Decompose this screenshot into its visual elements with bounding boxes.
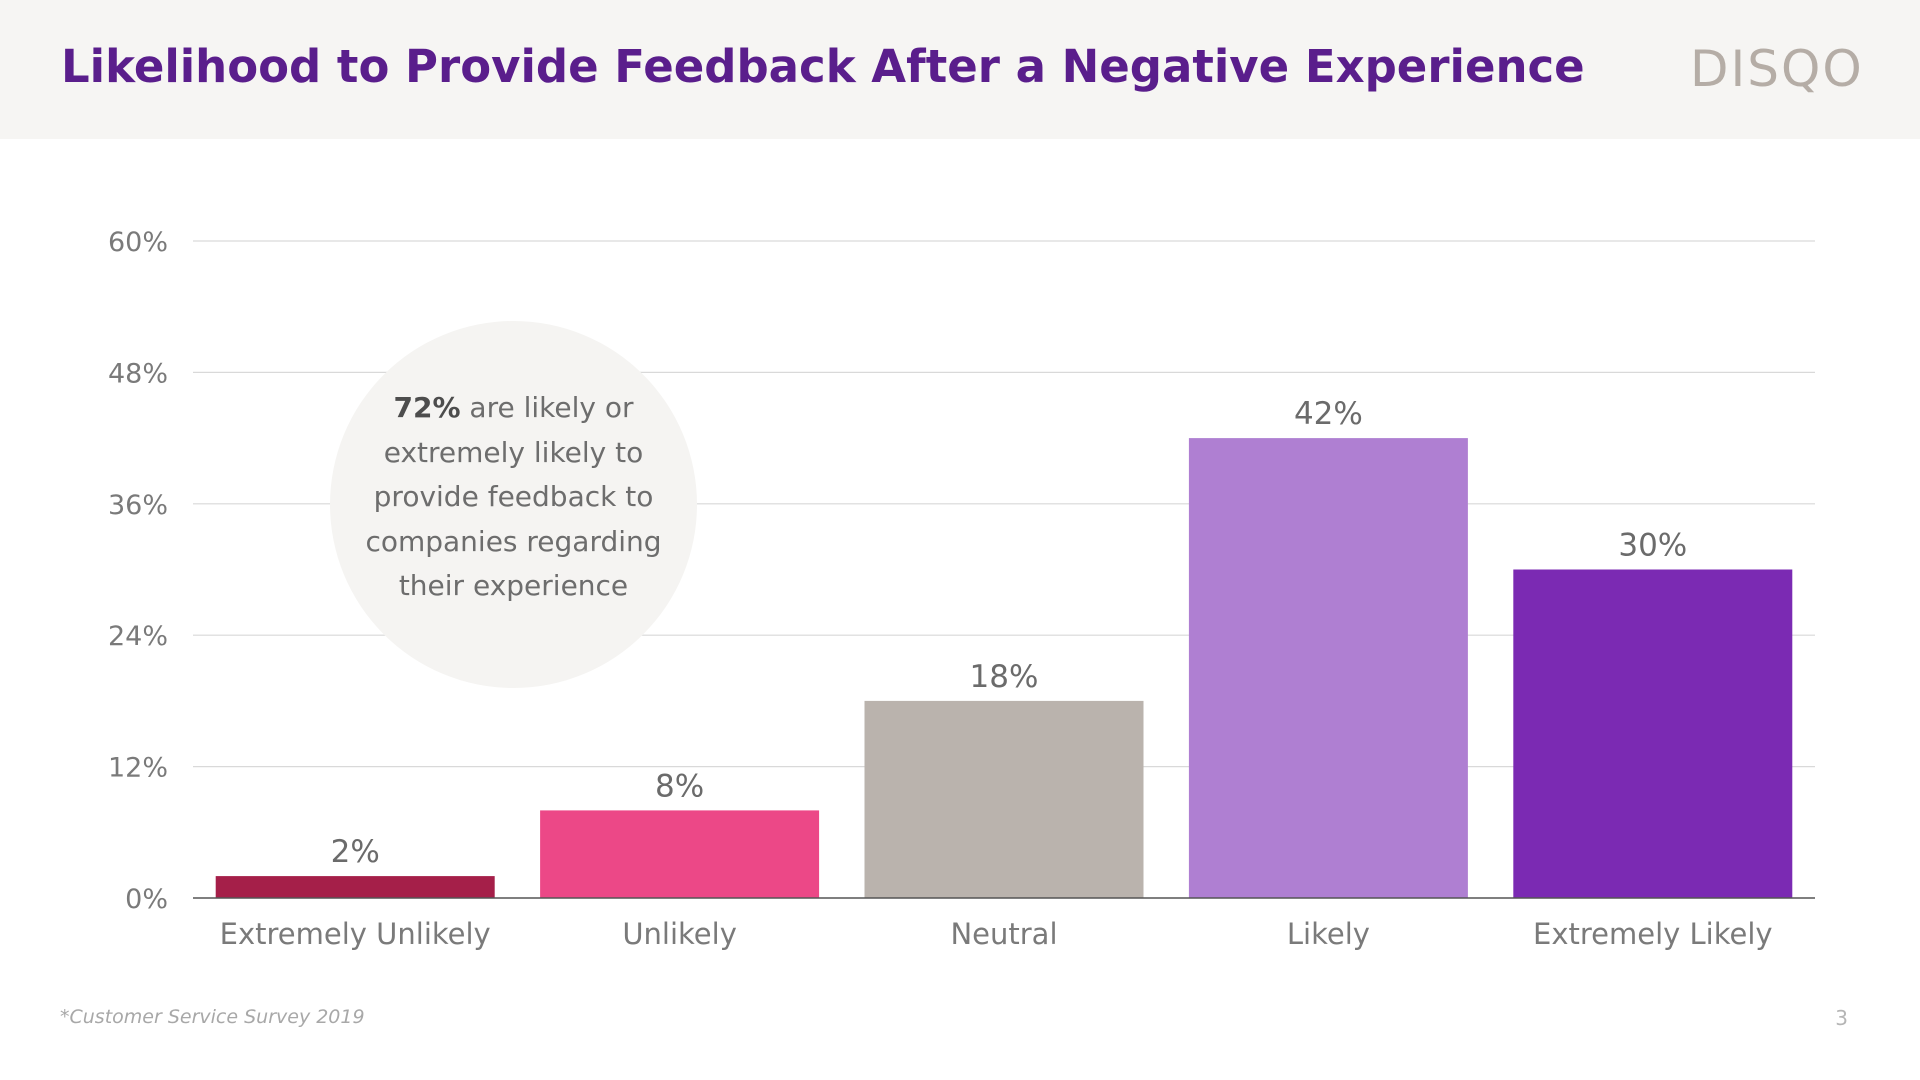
callout-circle [330,321,697,688]
callout-highlight: 72% [393,391,461,424]
disqo-logo: DISQO [1690,40,1864,98]
y-axis-ticks: 0% 12% 24% 36% 48% 60% [108,227,168,915]
x-tick-label: Extremely Unlikely [220,917,491,951]
page-number: 3 [1835,1006,1848,1030]
y-tick-label: 48% [108,358,168,389]
data-label: 30% [1618,528,1687,564]
bar-extremely-likely [1513,569,1793,898]
x-tick-label: Likely [1287,917,1370,951]
data-label: 8% [655,768,704,804]
callout-text: 72% are likely or extremely likely to pr… [340,386,687,609]
page-title: Likelihood to Provide Feedback After a N… [61,40,1585,93]
bar-neutral [864,700,1144,898]
y-tick-label: 0% [125,884,168,915]
data-labels: 2% 8% 18% 42% 30% [331,396,1688,870]
bar-unlikely [540,810,820,898]
bar-extremely-unlikely [215,876,495,898]
y-tick-label: 12% [108,753,168,784]
y-tick-label: 24% [108,621,168,652]
bar-likely [1188,438,1468,898]
bars [215,438,1793,898]
x-tick-label: Unlikely [622,917,737,951]
callout-body: are likely or extremely likely to provid… [365,391,662,602]
data-label: 2% [331,834,380,870]
data-label: 42% [1294,396,1363,432]
y-tick-label: 60% [108,227,168,258]
x-axis-ticks: Extremely Unlikely Unlikely Neutral Likely E… [220,917,1773,951]
x-tick-label: Extremely Likely [1533,917,1773,951]
x-tick-label: Neutral [950,917,1057,951]
source-footnote: *Customer Service Survey 2019 [60,1006,365,1028]
data-label: 18% [970,659,1039,695]
y-tick-label: 36% [108,490,168,521]
header-bar: Likelihood to Provide Feedback After a N… [0,0,1920,139]
